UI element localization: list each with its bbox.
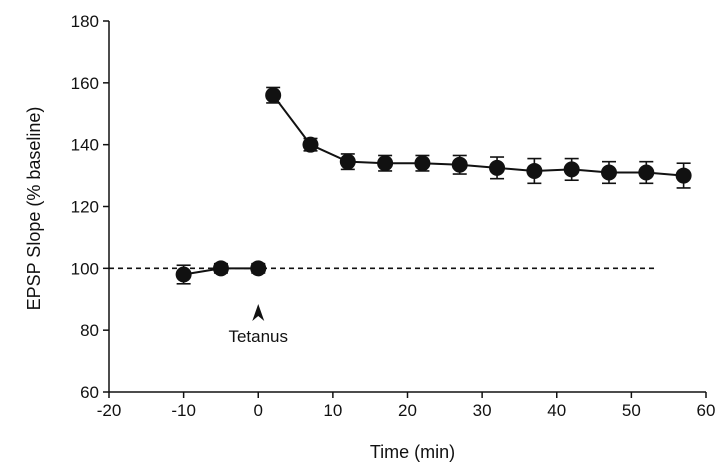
data-point <box>600 164 617 181</box>
ticks: 60 80 100 120 140 160 180 -20 -10 0 10 20 30 40 50 60 <box>71 12 716 420</box>
y-tick-label: 180 <box>71 12 99 31</box>
y-tick-label: 120 <box>71 198 99 217</box>
data-point <box>302 136 319 153</box>
y-tick-label: 100 <box>71 259 99 278</box>
x-tick-label: 20 <box>398 401 417 420</box>
data-point <box>675 167 692 184</box>
data-point <box>451 156 468 173</box>
y-tick-label: 80 <box>80 321 99 340</box>
arrowhead-icon <box>252 304 265 321</box>
data-point <box>265 87 282 104</box>
x-tick-label: 0 <box>254 401 263 420</box>
data-point <box>212 260 229 277</box>
y-tick-label: 60 <box>80 383 99 402</box>
data-point <box>250 260 267 277</box>
x-tick-label: 10 <box>323 401 342 420</box>
x-tick-label: 50 <box>622 401 641 420</box>
data-point <box>526 162 543 179</box>
axes <box>108 21 706 393</box>
data-point <box>175 266 192 283</box>
data-point <box>563 161 580 178</box>
y-axis-label: EPSP Slope (% baseline) <box>24 107 44 311</box>
data-point <box>638 164 655 181</box>
data-point <box>377 155 394 172</box>
data-point <box>414 155 431 172</box>
series-line <box>272 94 684 177</box>
data-point <box>489 159 506 176</box>
x-tick-label: -20 <box>97 401 122 420</box>
data-point <box>339 153 356 170</box>
y-tick-label: 140 <box>71 136 99 155</box>
annotation-label: Tetanus <box>228 327 288 346</box>
x-tick-label: 40 <box>547 401 566 420</box>
x-tick-label: 60 <box>697 401 716 420</box>
x-tick-label: -10 <box>171 401 196 420</box>
x-axis-label: Time (min) <box>370 442 455 462</box>
tetanus-annotation: Tetanus <box>228 304 288 346</box>
y-tick-label: 160 <box>71 74 99 93</box>
x-tick-label: 30 <box>473 401 492 420</box>
series-group <box>175 86 692 285</box>
